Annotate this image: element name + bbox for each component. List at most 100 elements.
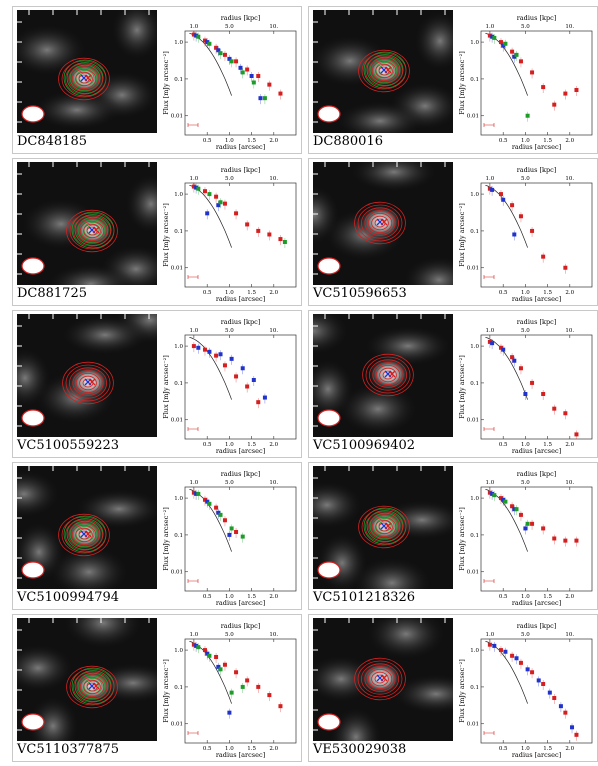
top-tick-label: 1.0 — [190, 328, 199, 334]
red-contour — [62, 361, 114, 405]
data-point-red — [234, 529, 239, 534]
psf-curve — [189, 336, 232, 400]
data-point-blue — [205, 211, 210, 216]
figure-panel: DC848185 0.5 1.0 1.5 2.0 radius [arcsec] 1.0 5.… — [12, 6, 302, 154]
top-tick-label: 10. — [269, 176, 278, 182]
background-haze — [313, 481, 363, 529]
beam-ellipse — [317, 713, 341, 731]
data-point-red — [214, 353, 219, 358]
y-tick-label: 1.0 — [174, 40, 183, 46]
data-point-blue — [240, 366, 245, 371]
top-axis-label: radius [kpc] — [517, 14, 557, 22]
source-name: DC881725 — [17, 286, 87, 301]
source-name: VC5100969402 — [313, 438, 416, 453]
y-axis-label: Flux [mJy arcsec⁻²] — [458, 659, 466, 723]
background-haze — [338, 383, 418, 435]
scale-bar — [187, 427, 199, 431]
red-cross-marker — [92, 682, 100, 690]
source-image — [17, 618, 157, 741]
red-contour — [364, 210, 396, 236]
x-tick-label: 1.5 — [247, 138, 256, 144]
figure-panel: VC5101218326 0.5 1.0 1.5 2.0 radius [arcsec] 1… — [308, 462, 598, 610]
data-point-blue — [512, 54, 517, 59]
data-point-red — [530, 380, 535, 385]
x-tick-label: 1.0 — [225, 746, 234, 752]
x-tick-label: 1.5 — [247, 290, 256, 296]
data-point-red — [191, 184, 196, 189]
data-point-red — [510, 355, 515, 360]
x-tick-label: 1.0 — [225, 290, 234, 296]
figure-panel: VC5100969402 0.5 1.0 1.5 2.0 radius [arcsec] 1… — [308, 310, 598, 458]
top-axis-label: radius [kpc] — [517, 318, 557, 326]
source-image — [313, 466, 453, 589]
data-point-red — [563, 411, 568, 416]
red-contour — [71, 69, 97, 90]
red-contour — [361, 52, 407, 90]
top-tick-label: 5.0 — [521, 328, 530, 334]
red-cross-marker — [380, 218, 388, 226]
x-tick-label: 0.5 — [499, 594, 508, 600]
data-point-blue — [227, 56, 232, 61]
data-point-blue — [503, 649, 508, 654]
x-tick-label: 2.0 — [565, 746, 574, 752]
y-tick-label: 1.0 — [470, 192, 479, 198]
source-image — [17, 314, 157, 437]
green-contour — [66, 518, 104, 550]
data-point-red — [191, 32, 196, 37]
data-point-red — [563, 710, 568, 715]
beam-ellipse — [21, 257, 45, 275]
scale-bar — [187, 123, 199, 127]
data-point-red — [245, 678, 250, 683]
data-point-green — [218, 51, 223, 56]
data-point-red — [518, 59, 523, 64]
background-haze — [350, 162, 438, 192]
psf-curve — [485, 336, 528, 400]
data-point-red — [222, 662, 227, 667]
data-point-green — [196, 34, 201, 39]
top-axis-label: radius [kpc] — [221, 14, 261, 22]
y-tick-label: 0.1 — [174, 381, 183, 387]
x-tick-label: 2.0 — [269, 594, 278, 600]
y-axis-label: Flux [mJy arcsec⁻²] — [162, 203, 170, 267]
top-tick-label: 1.0 — [486, 328, 495, 334]
top-axis-label: radius [kpc] — [221, 166, 261, 174]
data-point-red — [518, 512, 523, 517]
data-point-blue — [216, 203, 221, 208]
red-contour — [357, 204, 403, 242]
y-axis-label: Flux [mJy arcsec⁻²] — [162, 507, 170, 571]
beam-ellipse — [21, 105, 45, 123]
x-axis-label: radius [arcsec] — [216, 447, 265, 455]
data-point-blue — [196, 345, 201, 350]
beam-ellipse — [317, 409, 341, 427]
red-contour — [76, 674, 108, 700]
scale-bar — [483, 123, 495, 127]
x-tick-label: 1.0 — [521, 746, 530, 752]
background-haze — [63, 618, 143, 649]
top-tick-label: 10. — [269, 328, 278, 334]
data-point-red — [510, 653, 515, 658]
beam-ellipse — [21, 409, 45, 427]
background-haze — [313, 314, 349, 355]
red-contour — [66, 209, 118, 253]
top-axis-label: radius [kpc] — [221, 622, 261, 630]
red-contour — [365, 55, 404, 87]
scale-bar — [187, 275, 199, 279]
data-point-blue — [194, 491, 199, 496]
data-point-red — [510, 504, 515, 509]
y-axis-label: Flux [mJy arcsec⁻²] — [458, 507, 466, 571]
x-axis-label: radius [arcsec] — [216, 751, 265, 759]
source-name: DC848185 — [17, 134, 87, 149]
top-tick-label: 1.0 — [190, 632, 199, 638]
x-axis-label: radius [arcsec] — [512, 143, 561, 151]
data-point-blue — [194, 643, 199, 648]
red-contour — [65, 63, 104, 95]
y-tick-label: 0.1 — [174, 533, 183, 539]
background-haze — [364, 326, 452, 366]
data-point-red — [530, 70, 535, 75]
red-contour — [358, 49, 410, 93]
background-haze — [125, 174, 157, 234]
y-tick-label: 1.0 — [470, 648, 479, 654]
top-axis-label: radius [kpc] — [221, 318, 261, 326]
y-tick-label: 0.1 — [470, 77, 479, 83]
